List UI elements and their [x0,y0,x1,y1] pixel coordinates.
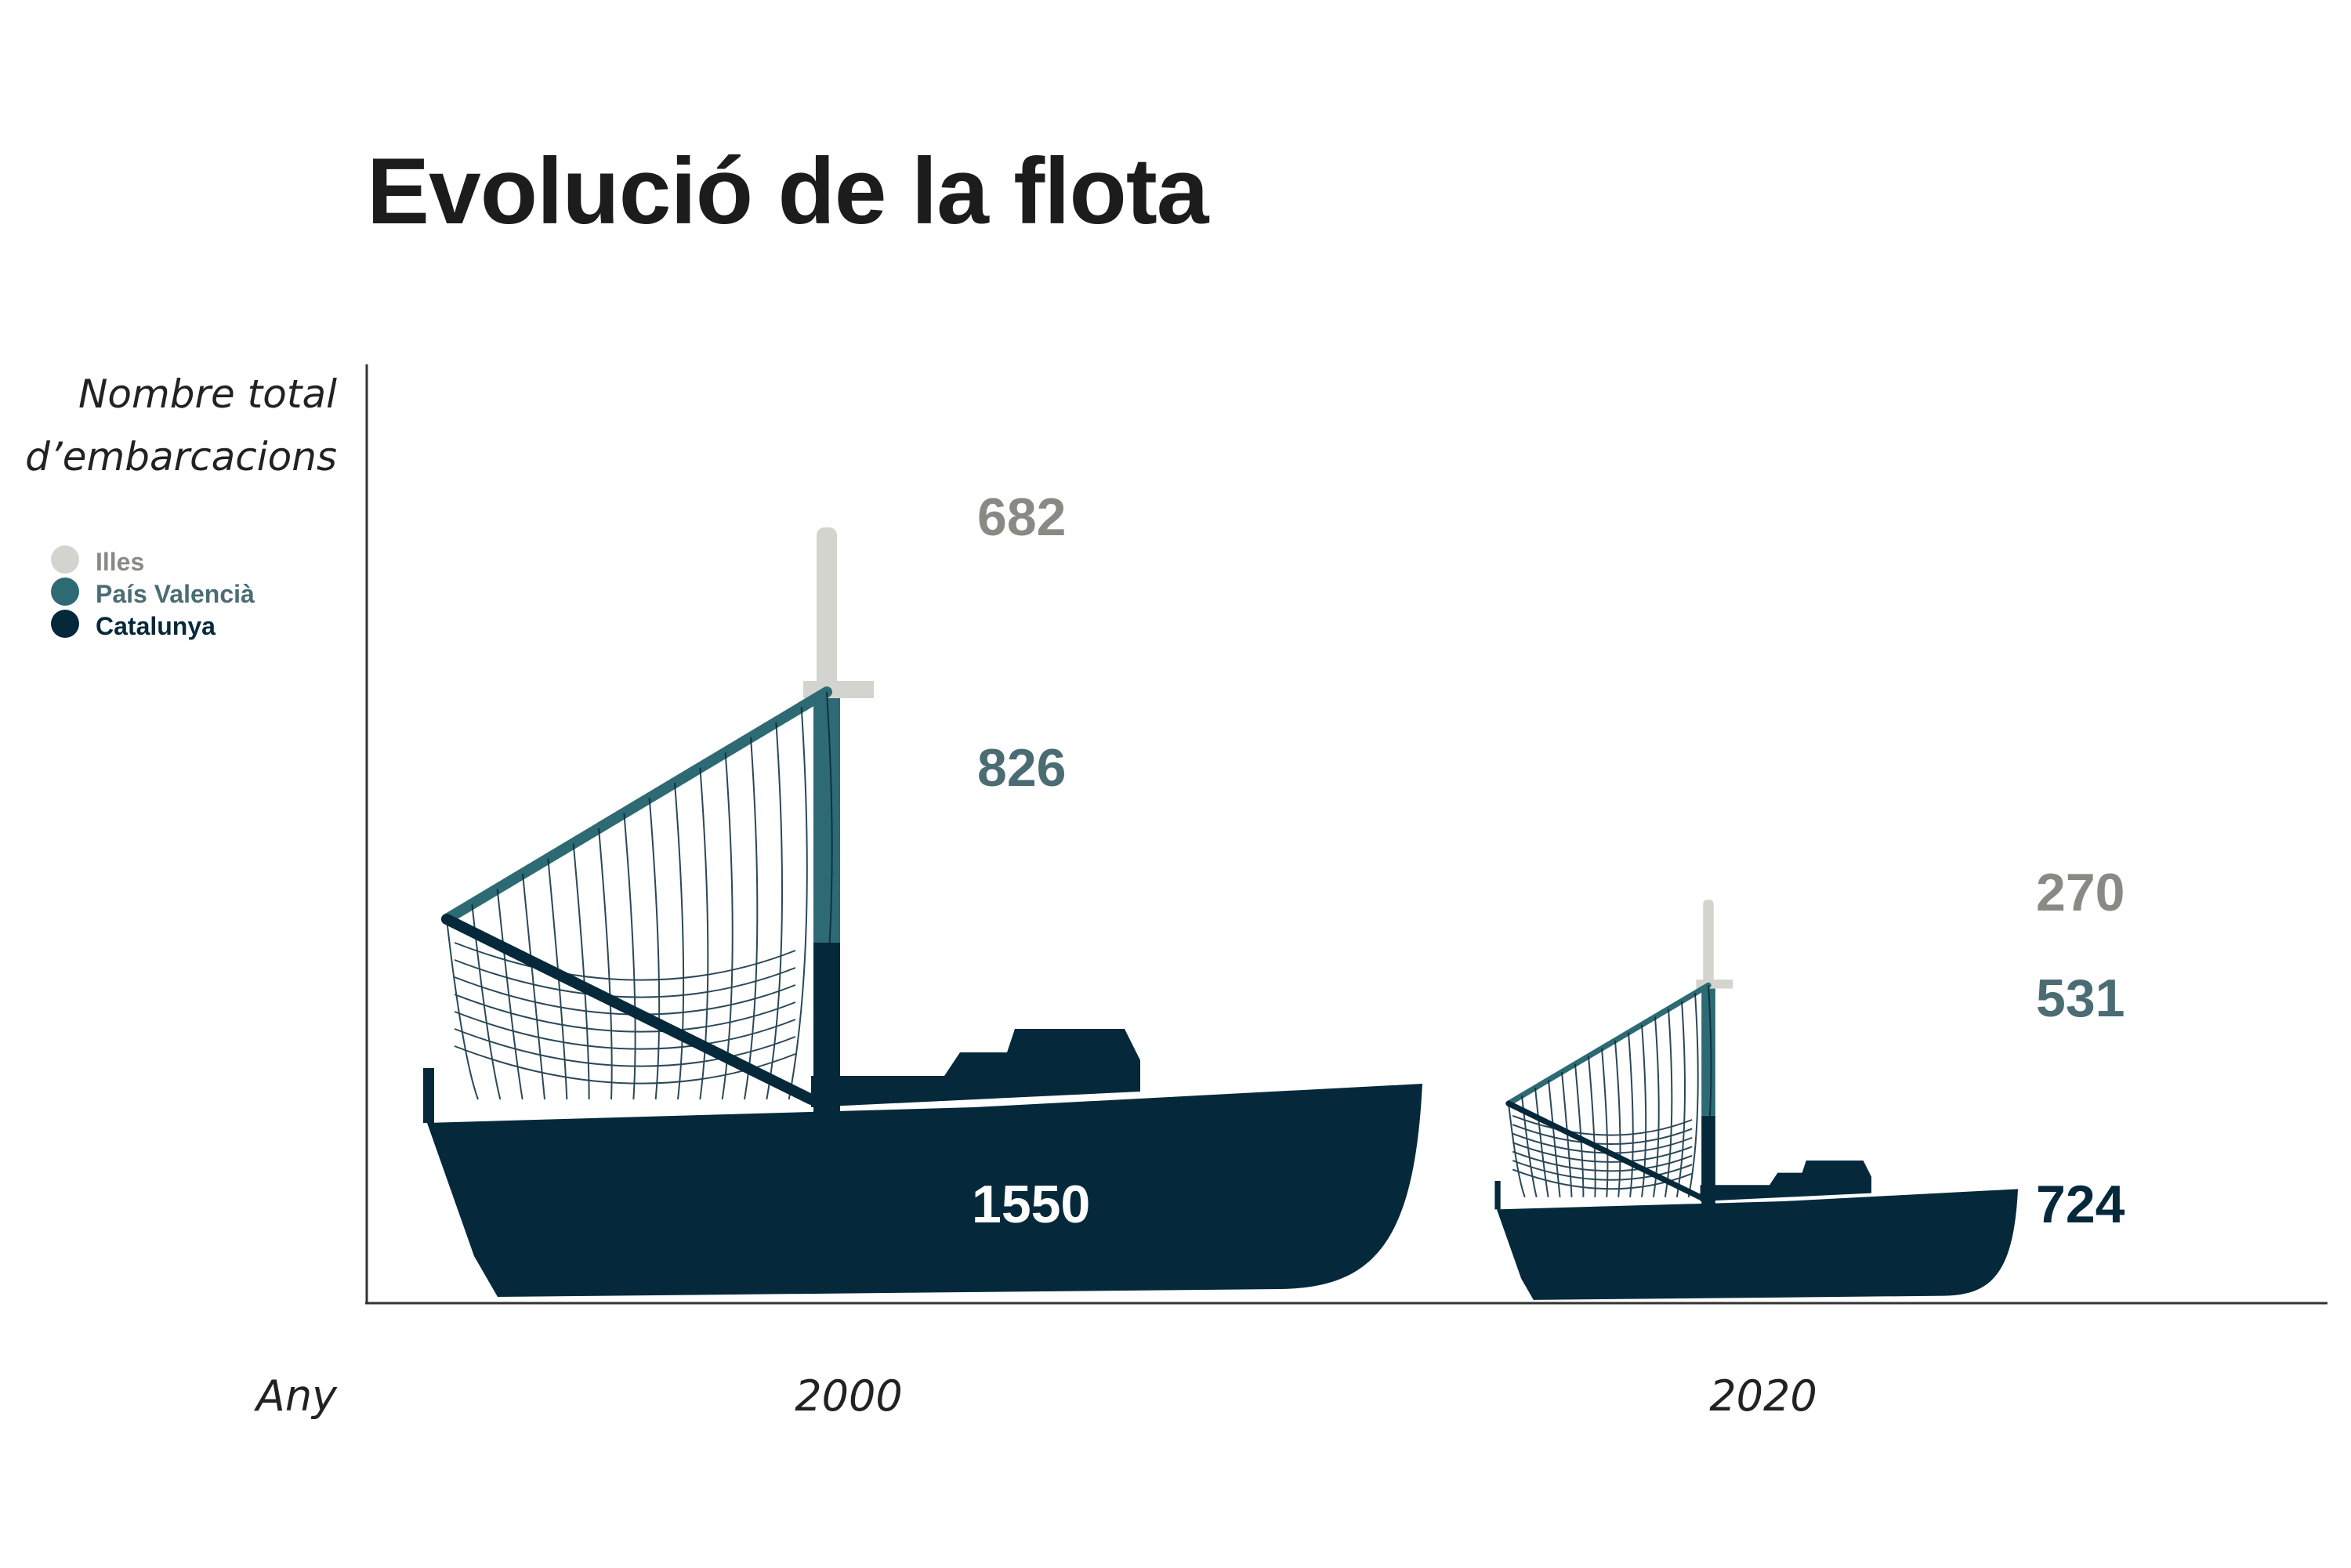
mast-catalunya-2000 [813,943,840,1115]
legend-label-catalunya: Catalunya [96,612,216,640]
boom-upper-2020 [1505,982,1712,1106]
value-labels: 682 826 1550 270 531 724 [972,487,2125,1234]
chart-title: Evolució de la flota [367,139,1210,244]
value-label-illes-2000: 682 [977,487,1066,547]
stern-post-2020 [1494,1181,1501,1210]
bar-pais-valencia-2020 [1701,985,1715,1116]
mast-crosstree-2020 [1696,980,1733,989]
value-label-pais-valencia-2000: 826 [977,738,1066,798]
legend-label-pais-valencia: País Valencià [96,580,255,608]
stern-post-2000 [423,1068,434,1123]
boom-upper-2000 [441,686,832,925]
bar-pais-valencia-2000 [813,692,840,943]
cabin-catalunya-2020 [1700,1161,1871,1201]
cabin-catalunya-2000 [811,1029,1140,1107]
bar-illes-2020 [1703,900,1714,986]
value-label-catalunya-2000: 1550 [972,1175,1090,1234]
boat-2000 [423,527,1422,1297]
boat-2020 [1494,900,2018,1300]
net-2020 [1508,985,1712,1198]
bar-catalunya-2020 [1497,1189,2018,1300]
mast-catalunya-2020 [1701,1115,1715,1206]
legend-swatch-illes [51,545,79,574]
legend-label-illes: Illes [96,548,144,576]
y-axis-label-line-2: d’embarcacions [25,434,337,480]
boat-marks [423,527,2018,1300]
value-label-pais-valencia-2020: 531 [2036,969,2125,1028]
legend-swatch-pais-valencia [51,578,79,606]
value-label-illes-2020: 270 [2036,863,2125,922]
x-tick-2000: 2000 [795,1371,902,1421]
x-tick-2020: 2020 [1709,1371,1817,1421]
legend: Illes País Valencià Catalunya [51,545,255,640]
legend-swatch-catalunya [51,610,79,638]
value-label-catalunya-2020: 724 [2036,1175,2125,1234]
bar-illes-2000 [817,527,837,692]
bar-catalunya-2000 [427,1084,1422,1297]
net-2000 [446,691,833,1100]
x-axis-label: Any [254,1371,338,1421]
y-axis-label-line-1: Nombre total [78,371,337,417]
